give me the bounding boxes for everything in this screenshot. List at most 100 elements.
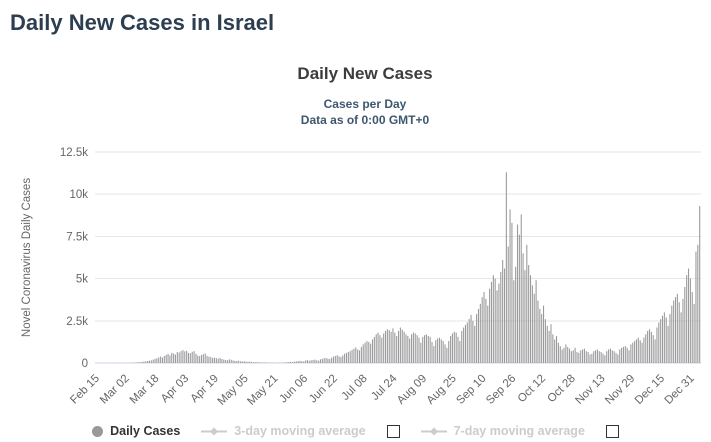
daily-cases-bar: [318, 360, 320, 363]
daily-cases-bar: [236, 360, 238, 363]
daily-cases-bar: [353, 348, 355, 363]
daily-cases-bar: [143, 361, 145, 363]
daily-cases-bar: [435, 340, 437, 363]
daily-cases-bar: [552, 334, 554, 363]
daily-cases-bar: [375, 334, 377, 363]
daily-cases-bar: [474, 325, 476, 363]
daily-cases-bar: [362, 344, 364, 363]
daily-cases-bar: [429, 336, 431, 363]
daily-cases-bar: [483, 292, 485, 363]
daily-cases-bar: [648, 329, 651, 363]
daily-cases-bar: [420, 342, 422, 363]
daily-cases-bar: [455, 332, 457, 363]
x-tick-label: Mar 18: [128, 373, 162, 407]
daily-cases-bar: [182, 350, 184, 363]
daily-cases-bar: [667, 325, 669, 363]
daily-cases-bar: [416, 335, 418, 363]
legend-item-7day-average[interactable]: 7-day moving average: [420, 424, 585, 438]
daily-cases-bar: [448, 341, 450, 363]
daily-cases-bar: [444, 344, 446, 363]
daily-cases-bar: [219, 357, 221, 363]
x-tick-label: Apr 03: [159, 373, 191, 405]
daily-cases-bar: [617, 354, 619, 363]
daily-cases-bar: [494, 278, 496, 363]
daily-cases-bar: [371, 339, 374, 363]
daily-cases-bar: [595, 350, 597, 363]
daily-cases-bar: [152, 359, 154, 363]
daily-cases-bar: [446, 347, 448, 363]
x-tick-label: Oct 28: [545, 373, 577, 405]
daily-cases-bar: [331, 357, 333, 363]
daily-cases-bar: [325, 357, 327, 363]
daily-cases-bar: [496, 290, 498, 363]
daily-cases-bar: [466, 322, 468, 363]
daily-cases-bar: [223, 359, 225, 363]
legend-item-daily-cases[interactable]: Daily Cases: [92, 424, 180, 438]
daily-cases-bar: [396, 335, 398, 363]
daily-cases-bar: [217, 358, 219, 363]
daily-cases-bar: [306, 360, 308, 363]
daily-cases-marker-icon: [92, 425, 104, 437]
daily-cases-bar: [154, 358, 156, 363]
daily-cases-bar: [186, 350, 188, 363]
daily-cases-bar: [604, 355, 606, 363]
daily-cases-bar: [349, 351, 351, 363]
daily-cases-bar: [167, 353, 169, 363]
x-tick-label: Sep 10: [454, 373, 488, 407]
daily-cases-bar: [487, 305, 489, 363]
daily-cases-bar: [630, 344, 632, 363]
daily-cases-bar: [424, 335, 426, 363]
daily-cases-bar: [137, 362, 139, 363]
daily-cases-bar: [342, 355, 344, 363]
daily-cases-bar: [425, 334, 427, 363]
daily-cases-bar: [148, 360, 150, 363]
daily-cases-bar: [608, 349, 610, 363]
daily-cases-bar: [199, 356, 201, 363]
daily-cases-bar: [665, 317, 667, 363]
daily-cases-bar: [507, 246, 509, 363]
daily-cases-bar: [377, 332, 379, 363]
daily-cases-bar: [156, 358, 158, 363]
legend-item-3day-average[interactable]: 3-day moving average: [201, 424, 366, 438]
daily-cases-bar: [461, 330, 463, 363]
daily-cases-bar: [253, 362, 255, 363]
daily-cases-bar: [628, 350, 630, 363]
7day-average-marker-icon: [420, 427, 447, 435]
daily-cases-bar: [366, 341, 368, 363]
daily-cases-bar: [489, 288, 491, 363]
daily-cases-bar: [554, 339, 556, 363]
daily-cases-bar: [290, 361, 292, 363]
daily-cases-bar: [570, 351, 572, 363]
daily-cases-bar: [656, 327, 658, 363]
daily-cases-bar: [160, 356, 162, 363]
daily-cases-bar: [165, 354, 167, 363]
x-tick-label: Dec 15: [633, 373, 667, 407]
daily-cases-bar: [364, 342, 366, 363]
daily-cases-bar: [178, 352, 180, 363]
daily-cases-bar: [163, 355, 165, 363]
daily-cases-bar: [481, 297, 483, 363]
daily-cases-bar: [284, 362, 286, 363]
x-tick-label: Jul 08: [340, 373, 370, 403]
3day-average-checkbox[interactable]: [386, 424, 400, 438]
daily-cases-bar: [208, 356, 210, 363]
daily-cases-bar: [373, 336, 375, 363]
x-tick-label: May 21: [245, 373, 280, 408]
daily-cases-bar: [303, 361, 305, 363]
daily-cases-bar: [145, 361, 147, 363]
7day-average-checkbox[interactable]: [605, 424, 619, 438]
daily-cases-bar: [522, 253, 524, 363]
x-tick-label: Jun 06: [277, 373, 310, 406]
daily-cases-bar: [323, 358, 325, 363]
daily-cases-bar: [299, 360, 301, 363]
daily-cases-bar: [193, 351, 195, 363]
daily-cases-bar: [141, 361, 143, 363]
x-tick-label: Aug 25: [425, 373, 459, 407]
daily-cases-bar: [197, 355, 199, 363]
daily-cases-bar: [647, 330, 649, 363]
daily-cases-bar: [671, 305, 673, 363]
daily-cases-bar: [336, 355, 338, 363]
daily-cases-bar: [635, 339, 638, 363]
daily-cases-bar: [310, 360, 312, 363]
daily-cases-bar: [293, 361, 295, 363]
